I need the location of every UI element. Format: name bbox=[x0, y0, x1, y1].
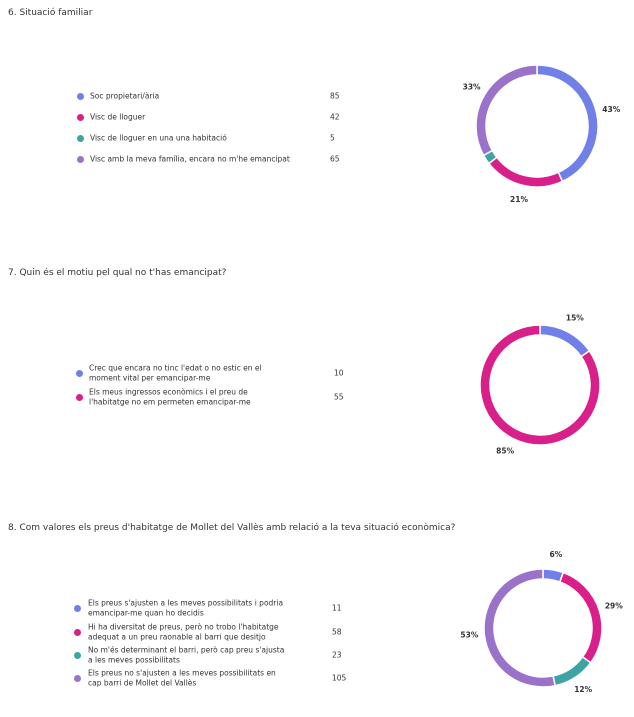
percent-label: 43% bbox=[602, 105, 620, 114]
legend-dot bbox=[74, 604, 81, 612]
percent-label: 53% bbox=[460, 631, 478, 640]
legend-count: 42 bbox=[330, 112, 340, 122]
legend-dot bbox=[74, 674, 81, 682]
legend-count: 65 bbox=[330, 154, 340, 164]
legend-label: No m'és determinant el barri, però cap p… bbox=[88, 645, 285, 665]
legend-label: Visc amb la meva família, encara no m'he… bbox=[90, 154, 290, 164]
percent-label: 12% bbox=[574, 685, 592, 694]
legend-label: Els preus no s'ajusten a les meves possi… bbox=[88, 668, 276, 688]
donut-slice bbox=[552, 655, 592, 687]
legend-label: Hi ha diversitat de preus, però no trobo… bbox=[88, 622, 279, 642]
percent-label: 33% bbox=[463, 82, 481, 91]
legend-dot bbox=[77, 155, 84, 163]
donut-slice bbox=[487, 156, 564, 188]
percent-label: 15% bbox=[566, 314, 584, 323]
legend-dot bbox=[76, 393, 83, 401]
donut-slice bbox=[536, 64, 599, 183]
legend-count: 58 bbox=[332, 627, 342, 637]
legend-count: 5 bbox=[330, 133, 335, 143]
legend-dot bbox=[77, 92, 84, 100]
legend-count: 85 bbox=[330, 91, 340, 101]
percent-label: 29% bbox=[605, 601, 623, 610]
donut-slice bbox=[483, 568, 557, 688]
percent-label: 6% bbox=[550, 550, 563, 559]
legend-label: Els meus ingressos econòmics i el preu d… bbox=[89, 387, 251, 407]
legend-dot bbox=[77, 134, 84, 142]
legend-label: Crec que encara no tinc l'edat o no esti… bbox=[89, 363, 262, 383]
question-title: 7. Quin és el motiu pel qual no t'has em… bbox=[8, 268, 227, 278]
percent-label: 85% bbox=[496, 446, 514, 455]
question-title: 6. Situació familiar bbox=[8, 8, 93, 18]
legend-count: 10 bbox=[334, 368, 344, 378]
percent-label: 21% bbox=[510, 195, 528, 204]
donut-slice bbox=[539, 324, 591, 358]
legend-label: Visc de lloguer en una una habitació bbox=[90, 133, 227, 143]
legend-dot bbox=[74, 628, 81, 636]
legend-label: Visc de lloguer bbox=[90, 112, 146, 122]
legend-label: Els preus s'ajusten a les meves possibil… bbox=[88, 598, 284, 618]
legend-count: 23 bbox=[332, 650, 342, 660]
legend-dot bbox=[74, 651, 81, 659]
legend-dot bbox=[77, 113, 84, 121]
donut-slice bbox=[558, 571, 603, 664]
legend-count: 105 bbox=[332, 673, 347, 683]
legend-dot bbox=[76, 369, 83, 377]
question-title: 8. Com valores els preus d'habitatge de … bbox=[8, 523, 456, 533]
legend-count: 55 bbox=[334, 392, 344, 402]
legend-count: 11 bbox=[332, 603, 342, 613]
legend-label: Soc propietari/ària bbox=[90, 91, 160, 101]
donut-slice bbox=[475, 64, 538, 157]
donut-slice bbox=[479, 324, 601, 446]
